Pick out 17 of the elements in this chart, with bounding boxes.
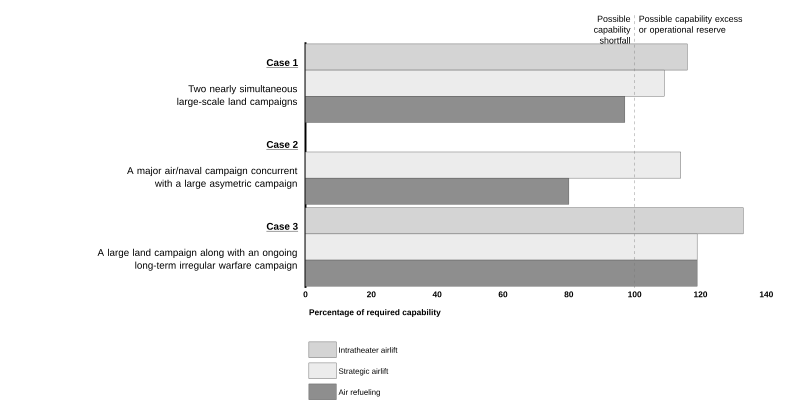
x-tick-label: 60 — [498, 291, 508, 298]
x-tick-label: 40 — [432, 291, 442, 298]
y-tick-label: Case 2 — [266, 141, 298, 148]
annotation: Possible capability excess or operational reserve — [639, 16, 742, 35]
y-tick-label: Case 3 — [266, 222, 298, 230]
x-axis-title: Percentage of required capability — [310, 309, 441, 317]
x-tick-label: 100 — [628, 291, 642, 298]
text: A major air/naval campaign concurrent with a large asymetric campaign — [127, 167, 298, 189]
text: A large land campaign along with an ongoing long-term irregular warfare campaign — [98, 248, 297, 271]
x-tick-label: 20 — [366, 291, 376, 298]
annotation: Possible capability shortfall — [594, 16, 631, 44]
y-tick-label: Case 1 — [266, 59, 298, 66]
x-tick-label: 140 — [760, 291, 773, 298]
x-tick-label: 0 — [303, 291, 308, 298]
text: Two nearly simultaneous large-scale land campaigns — [177, 85, 298, 108]
x-tick-label: 120 — [694, 291, 708, 298]
x-tick-label: 80 — [564, 291, 574, 298]
